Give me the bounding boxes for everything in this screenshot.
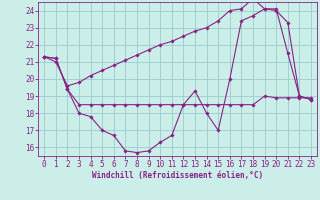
X-axis label: Windchill (Refroidissement éolien,°C): Windchill (Refroidissement éolien,°C)	[92, 171, 263, 180]
